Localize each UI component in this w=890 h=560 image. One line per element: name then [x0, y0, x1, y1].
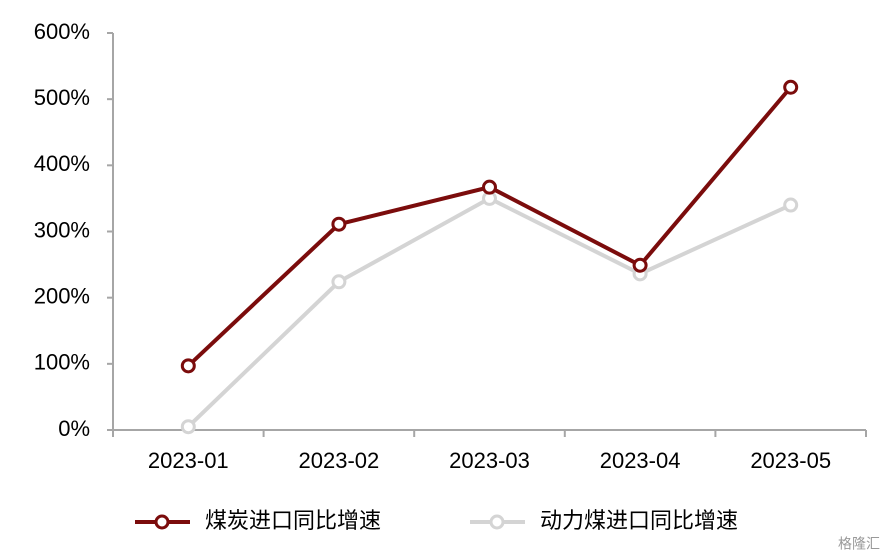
- x-tick-label: 2023-01: [148, 448, 229, 473]
- y-tick-label: 200%: [34, 283, 90, 308]
- y-tick-label: 100%: [34, 350, 90, 375]
- point: [331, 216, 347, 232]
- x-tick-label: 2023-03: [449, 448, 530, 473]
- legend-label: 煤炭进口同比增速: [205, 508, 381, 533]
- point: [180, 358, 196, 374]
- x-tick-label: 2023-05: [750, 448, 831, 473]
- legend-marker: [154, 514, 170, 530]
- y-tick-label: 400%: [34, 151, 90, 176]
- legend-marker: [489, 514, 505, 530]
- y-tick-label: 600%: [34, 19, 90, 44]
- point: [783, 79, 799, 95]
- x-tick-label: 2023-02: [299, 448, 380, 473]
- x-tick-label: 2023-04: [600, 448, 681, 473]
- watermark: 格隆汇: [838, 536, 880, 552]
- y-tick-label: 500%: [34, 85, 90, 110]
- point: [783, 197, 799, 213]
- point: [632, 257, 648, 273]
- series-line: [186, 196, 792, 429]
- y-tick-label: 300%: [34, 217, 90, 242]
- point: [331, 274, 347, 290]
- point: [482, 179, 497, 195]
- point: [180, 419, 196, 435]
- series-line: [186, 85, 793, 368]
- legend-label: 动力煤进口同比增速: [540, 508, 738, 533]
- y-tick-label: 0%: [58, 416, 90, 441]
